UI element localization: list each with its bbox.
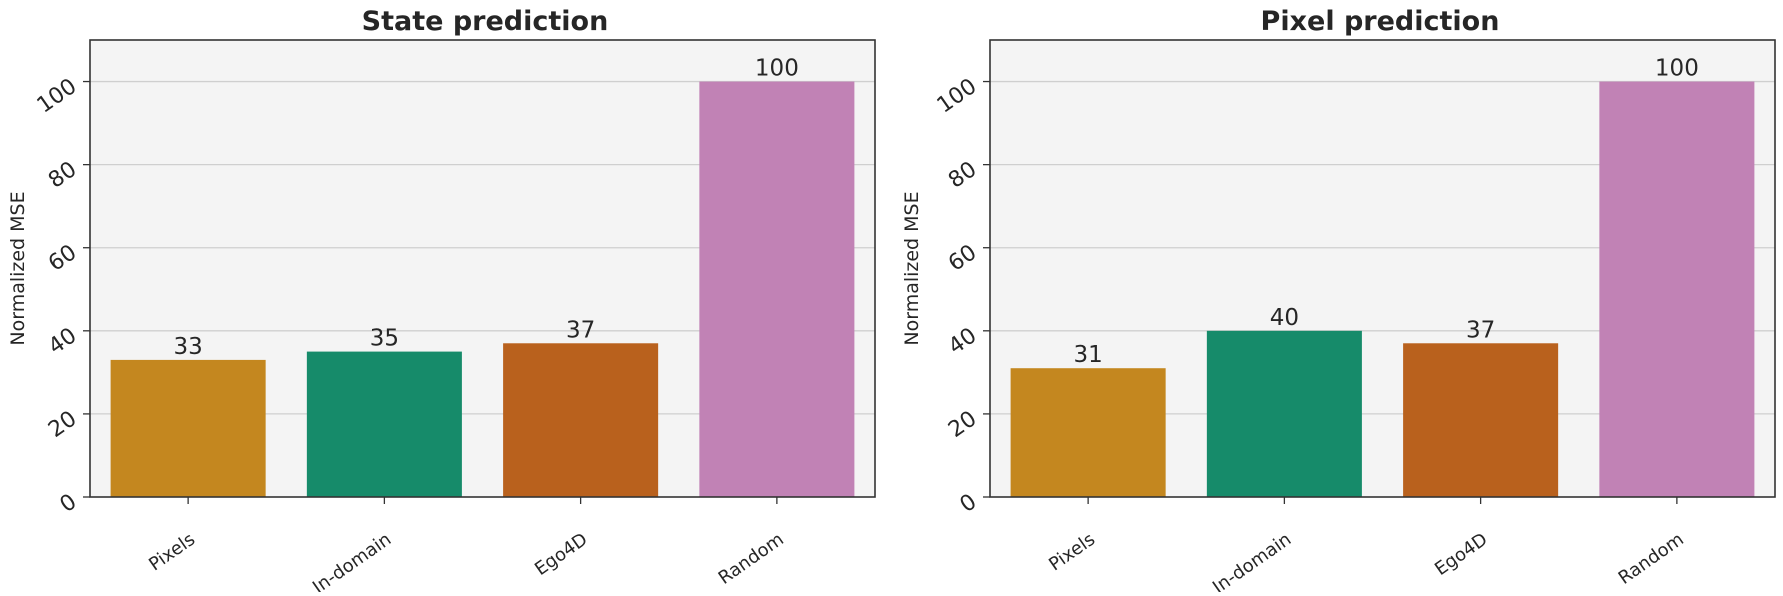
y-tick-label: 0 [956,489,982,518]
chart-title: State prediction [362,6,609,37]
y-tick-label: 40 [44,323,81,360]
y-tick-label: 80 [44,157,81,194]
y-tick-label: 60 [944,240,981,277]
chart-title: Pixel prediction [1261,6,1500,37]
y-tick-label: 100 [33,74,82,119]
data-label: 33 [173,334,202,360]
data-label: 40 [1270,305,1299,331]
x-tick-label: Pixels [1045,529,1099,575]
bar-in-domain [1206,330,1362,497]
x-tick-label: Random [1615,529,1688,589]
data-label: 37 [566,317,595,343]
bar-in-domain [306,351,462,497]
y-tick-label: 100 [933,74,982,119]
chart-panel-1: 33 Pixels 35 In-domain 37 Ego4D 100 Random 0 20 40… [7,6,876,596]
chart-panel-2: 31 Pixels 40 In-domain 37 Ego4D 100 Random 0 20 40… [901,6,1776,596]
x-tick-label: Ego4D [531,529,591,580]
x-tick-label: In-domain [309,529,395,592]
x-tick-label: Pixels [145,529,199,575]
y-tick-label: 60 [44,240,81,277]
y-axis-label: Normalized MSE [7,191,29,345]
x-tick-label: In-domain [1209,529,1295,592]
x-tick-label: Ego4D [1431,529,1491,580]
y-tick-label: 20 [44,406,81,443]
plot-frame [989,39,1776,498]
data-label: 31 [1073,342,1102,368]
bar-ego4d [1403,343,1559,497]
y-tick-label: 40 [944,323,981,360]
bar-random [1599,81,1755,497]
y-tick-label: 20 [944,406,981,443]
y-tick-label: 80 [944,157,981,194]
y-axis-label: Normalized MSE [901,191,923,345]
data-label: 37 [1466,317,1495,343]
bar-ego4d [503,343,659,497]
data-label: 35 [370,326,399,352]
bar-random [699,81,855,497]
data-label: 100 [755,56,799,82]
bar-pixels [110,359,266,497]
bar-pixels [1010,368,1166,497]
y-tick-label: 0 [56,489,82,518]
x-tick-label: Random [715,529,788,589]
data-label: 100 [1655,56,1699,82]
plot-frame [89,39,876,498]
